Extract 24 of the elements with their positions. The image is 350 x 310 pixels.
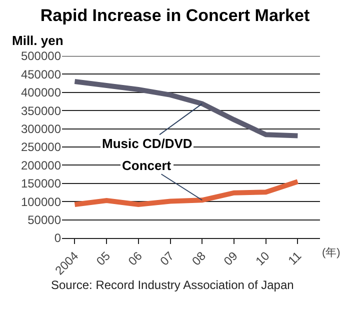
x-tick-label: 05 (94, 248, 114, 268)
text: Concert (122, 158, 172, 173)
x-tick-label: 10 (252, 248, 272, 268)
y-tick-label: 500000 (20, 49, 62, 64)
x-tick-label: 06 (125, 248, 146, 268)
y-tick-label: 200000 (20, 158, 62, 172)
x-tick-label: 11 (285, 248, 304, 268)
chart-title: Rapid Increase in Concert Market (40, 6, 310, 26)
x-tick-label: 08 (189, 248, 209, 268)
y-tick-label: 50000 (28, 213, 62, 227)
y-tick-label: 300000 (20, 122, 62, 136)
y-tick-label: 250000 (20, 140, 62, 154)
y-tick-label: 450000 (20, 67, 62, 82)
y-tick-label: 150000 (20, 176, 62, 191)
y-tick-label: 400000 (20, 86, 62, 100)
y-tick-label: 0 (54, 231, 62, 246)
source-note: Source: Record Industry Association of Japan (51, 278, 294, 292)
y-tick-label: 350000 (20, 104, 62, 118)
text: Music CD/DVD (102, 136, 192, 151)
y-axis-title: Mill. yen (12, 33, 64, 48)
x-tick-label: 07 (157, 248, 177, 268)
y-tick-label: 100000 (20, 194, 62, 209)
x-tick-label: 09 (221, 248, 241, 268)
x-axis-title: (年) (322, 247, 340, 259)
